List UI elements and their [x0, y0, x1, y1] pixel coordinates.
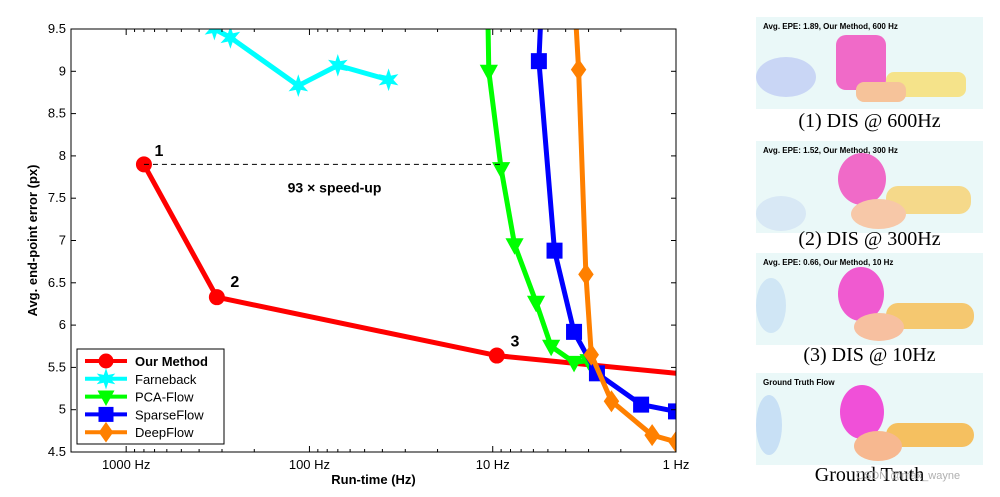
point-label-3: 3	[510, 333, 519, 350]
legend-swatch-marker	[97, 390, 115, 407]
data-point	[668, 430, 676, 452]
y-tick-label: 5.5	[48, 359, 66, 374]
series-farneback	[204, 29, 399, 97]
tick-layer: 4.5 5 5.5 6 6.5 7 7.5 8 8.5 9 9.5 1000 Hz 100 Hz 10 H…	[48, 21, 689, 472]
legend-entry: SparseFlow	[85, 406, 204, 422]
x-tick-label: 10 Hz	[476, 457, 510, 472]
watermark: CSDN @max_wayne	[856, 470, 961, 482]
legend-label: DeepFlow	[135, 425, 194, 440]
flow-blob	[756, 278, 786, 333]
data-point	[542, 339, 561, 357]
legend-label: Our Method	[135, 354, 208, 369]
series-deepflow	[570, 29, 676, 452]
y-tick-label: 8.5	[48, 106, 66, 121]
data-point	[564, 355, 584, 373]
thumbnail-caption: (2) DIS @ 300Hz	[798, 228, 941, 250]
data-point	[378, 68, 399, 92]
data-point	[208, 289, 225, 306]
point-label-layer: 1 2 3	[155, 143, 520, 350]
data-point	[526, 295, 546, 313]
speed-up-annotation: 93 × speed-up	[288, 179, 382, 195]
legend-label: Farneback	[135, 372, 197, 387]
x-tick-label: 100 Hz	[289, 457, 330, 472]
x-axis-label: Run-time (Hz)	[331, 472, 416, 487]
flow-blob	[851, 199, 906, 229]
data-point	[566, 323, 583, 340]
legend-entry: Our Method	[85, 353, 208, 369]
data-point	[530, 53, 547, 70]
data-point	[328, 54, 348, 77]
x-tick-label: 1000 Hz	[102, 457, 150, 472]
flow-blob	[840, 385, 884, 439]
flow-blob	[856, 82, 906, 102]
flow-blob	[838, 153, 886, 205]
epe-vs-runtime-chart: 4.5 5 5.5 6 6.5 7 7.5 8 8.5 9 9.5 1000 Hz 100 Hz 10 H…	[25, 21, 689, 487]
flow-blob	[854, 313, 904, 341]
y-axis-label: Avg. end-point error (px)	[25, 165, 40, 317]
data-point	[546, 242, 563, 259]
series-layer	[135, 29, 676, 452]
flow-blob	[836, 35, 886, 90]
thumbnail-title: Avg. EPE: 1.52, Our Method, 300 Hz	[763, 146, 898, 155]
data-point	[488, 347, 505, 364]
series-pca-flow	[479, 29, 598, 373]
legend-swatch-marker	[98, 421, 114, 443]
y-tick-label: 4.5	[48, 444, 66, 459]
y-tick-label: 8	[59, 148, 66, 163]
legend-entry: PCA-Flow	[85, 390, 194, 407]
point-label-2: 2	[230, 274, 239, 291]
thumbnail-dis-10hz: Avg. EPE: 0.66, Our Method, 10 Hz	[756, 253, 983, 345]
y-tick-label: 9.5	[48, 21, 66, 36]
legend: Our Method Farneback PCA-Flow SparseFlow Dee…	[76, 348, 225, 445]
thumbnail-panel: Avg. EPE: 1.89, Our Method, 600 Hz (1) D…	[756, 0, 983, 497]
thumbnail-caption: (3) DIS @ 10Hz	[803, 344, 936, 366]
series-our-method	[135, 156, 676, 376]
series-line	[213, 29, 390, 89]
data-point	[492, 162, 511, 179]
flow-blob	[756, 395, 782, 455]
y-tick-label: 6	[59, 317, 66, 332]
legend-label: SparseFlow	[135, 407, 204, 422]
legend-swatch-marker	[98, 406, 114, 422]
data-point	[578, 263, 594, 286]
data-point	[633, 396, 650, 413]
thumbnail-dis-300hz: Avg. EPE: 1.52, Our Method, 300 Hz	[756, 141, 983, 233]
y-tick-label: 9	[59, 63, 66, 78]
flow-blob	[756, 57, 816, 97]
thumbnail-dis-600hz: Avg. EPE: 1.89, Our Method, 600 Hz	[756, 17, 983, 109]
flow-blob	[756, 196, 806, 231]
flow-blob	[854, 431, 902, 461]
thumbnail-caption: (1) DIS @ 600Hz	[798, 110, 941, 132]
legend-entry: Farneback	[85, 368, 197, 390]
data-point	[220, 29, 241, 49]
legend-entry: DeepFlow	[85, 421, 194, 443]
legend-swatch-marker	[96, 368, 116, 390]
data-point	[668, 403, 676, 420]
data-point	[583, 343, 599, 366]
data-point	[288, 74, 309, 97]
data-point	[479, 64, 498, 82]
y-tick-label: 7	[59, 233, 66, 248]
y-tick-label: 6.5	[48, 275, 66, 290]
y-tick-label: 5	[59, 402, 66, 417]
data-point	[505, 238, 524, 255]
legend-swatch-marker	[98, 353, 114, 369]
flow-blob	[838, 267, 884, 321]
thumbnail-ground-truth: Ground Truth Flow	[756, 373, 983, 465]
point-label-1: 1	[155, 143, 164, 160]
thumbnail-title: Ground Truth Flow	[763, 378, 835, 387]
thumbnail-title: Avg. EPE: 1.89, Our Method, 600 Hz	[763, 22, 898, 31]
thumbnail-caption: Ground Truth	[814, 464, 925, 486]
x-tick-label: 1 Hz	[663, 457, 690, 472]
data-point	[644, 424, 660, 447]
thumbnail-title: Avg. EPE: 0.66, Our Method, 10 Hz	[763, 258, 894, 267]
y-tick-label: 7.5	[48, 190, 66, 205]
legend-label: PCA-Flow	[135, 390, 194, 405]
data-point	[603, 390, 620, 413]
series-line	[141, 163, 676, 376]
data-point	[204, 29, 225, 41]
data-point	[570, 58, 587, 81]
